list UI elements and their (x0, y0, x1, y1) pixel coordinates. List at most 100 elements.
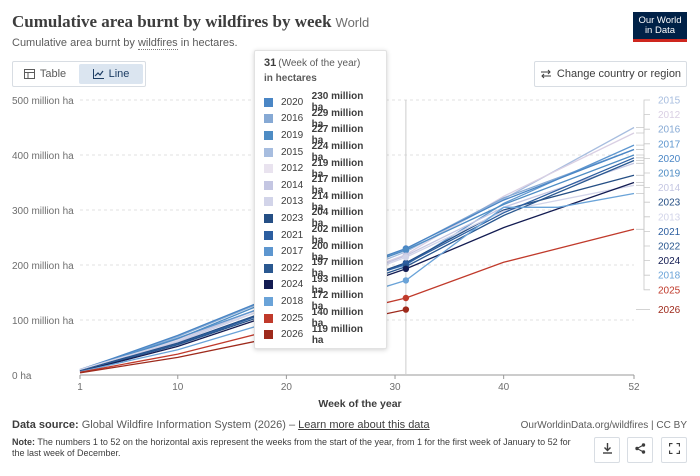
tooltip-row: 2019 227 million ha (264, 124, 377, 147)
tooltip-rows: 2020 230 million ha 2016 229 million ha 2019… (264, 91, 377, 346)
legend-connector (636, 193, 650, 276)
tab-table-label: Table (39, 68, 67, 80)
change-country-button[interactable]: Change country or region (534, 61, 687, 87)
tooltip-row: 2026 119 million ha (264, 323, 377, 346)
tooltip-swatch (264, 330, 273, 340)
tooltip-row: 2024 193 million ha (264, 273, 377, 296)
table-icon (23, 69, 35, 79)
tooltip-value: 224 million ha (311, 141, 364, 164)
tooltip-value: 140 million ha (311, 307, 364, 330)
fullscreen-button[interactable] (661, 437, 687, 463)
tooltip-row: 2016 229 million ha (264, 107, 377, 130)
tooltip-value: 202 million ha (311, 224, 364, 247)
x-tick-label: 10 (172, 382, 184, 393)
tooltip-unit: in hectares (264, 73, 317, 84)
tooltip-year: 2021 (281, 229, 304, 241)
tooltip-year: 2018 (281, 295, 304, 307)
learn-more-link[interactable]: Learn more about this data (298, 419, 430, 431)
share-button[interactable] (627, 437, 653, 463)
chart-note: Note: The numbers 1 to 52 on the horizon… (12, 437, 572, 459)
legend-label-2019: 2019 (658, 169, 681, 180)
tooltip-year: 2019 (281, 129, 304, 141)
share-icon (634, 441, 646, 459)
legend-label-2023: 2023 (658, 198, 681, 209)
tab-line-label: Line (108, 68, 130, 80)
tooltip-row: 2018 172 million ha (264, 290, 377, 312)
legend-connector (636, 149, 650, 159)
note-text: The numbers 1 to 52 on the horizontal ax… (12, 437, 571, 458)
legend-connector (636, 184, 650, 218)
legend-label-2018: 2018 (658, 271, 681, 282)
tooltip-value: 197 million ha (311, 257, 364, 280)
tooltip-value: 214 million ha (311, 190, 364, 213)
legend-label-2022: 2022 (658, 242, 681, 253)
tooltip-year: 2023 (281, 212, 304, 224)
tooltip-year: 2015 (281, 146, 304, 158)
tooltip-week: 31 (264, 57, 277, 69)
tooltip-swatch (264, 230, 273, 240)
tooltip-year: 2017 (281, 246, 304, 258)
hover-tooltip: 31 (Week of the year) in hectares 2020 230… (254, 50, 387, 349)
tab-table[interactable]: Table (13, 62, 77, 86)
tooltip-value: 200 million ha (311, 240, 364, 263)
tooltip-swatch (264, 263, 273, 273)
legend-connector (636, 228, 650, 291)
hover-point-2025 (402, 294, 410, 302)
y-tick-label: 100 million ha (12, 316, 74, 327)
tooltip-swatch (264, 313, 273, 323)
tooltip-year: 2014 (281, 179, 304, 191)
tooltip-week-label: (Week of the year) (278, 58, 361, 69)
tooltip-year: 2012 (281, 163, 304, 175)
subtitle-suffix: in hectares. (177, 37, 238, 49)
tab-line[interactable]: Line (79, 64, 143, 84)
legend-connector (636, 128, 650, 150)
tooltip-swatch (264, 164, 273, 174)
legend-label-2024: 2024 (658, 256, 681, 267)
tooltip-value: 119 million ha (311, 323, 363, 346)
hover-point-2024 (402, 265, 410, 273)
x-tick-label: 30 (389, 382, 401, 393)
y-tick-label: 200 million ha (12, 261, 74, 272)
tooltip-year: 2026 (281, 329, 304, 341)
tooltip-swatch (264, 114, 273, 124)
legend-label-2026: 2026 (658, 305, 681, 316)
tooltip-value: 227 million ha (311, 124, 364, 147)
legend-label-2016: 2016 (658, 125, 681, 136)
tooltip-year: 2020 (281, 96, 304, 108)
source-label: Data source: (12, 419, 79, 431)
data-source: Data source: Global Wildfire Information… (12, 419, 430, 431)
tooltip-swatch (264, 213, 273, 223)
y-tick-label: 500 million ha (12, 96, 74, 107)
legend-label-2020: 2020 (658, 154, 681, 165)
logo-line-1: Our World (638, 15, 682, 26)
legend-label-2021: 2021 (658, 227, 681, 238)
owid-url[interactable]: OurWorldinData.org/wildfires | CC BY (520, 420, 687, 431)
line-chart-icon (92, 69, 104, 79)
legend-label-2014: 2014 (658, 183, 681, 194)
y-tick-label: 300 million ha (12, 206, 74, 217)
owid-logo[interactable]: Our World in Data (633, 12, 687, 42)
tooltip-swatch (264, 97, 273, 107)
wildfires-definition-link[interactable]: wildfires (137, 37, 178, 50)
tooltip-swatch (264, 180, 273, 190)
legend-connector (636, 174, 650, 203)
chart-title: Cumulative area burnt by wildfires by we… (12, 12, 369, 32)
tooltip-swatch (264, 280, 273, 290)
x-axis-label: Week of the year (318, 398, 401, 410)
y-tick-label: 0 ha (12, 371, 32, 382)
download-icon (602, 441, 613, 459)
tooltip-row: 2020 230 million ha (264, 91, 377, 113)
tooltip-value: 217 million ha (311, 174, 364, 197)
tooltip-row: 2015 224 million ha (264, 141, 377, 164)
tooltip-value: 193 million ha (311, 273, 364, 296)
tooltip-value: 229 million ha (311, 107, 364, 130)
legend-label-2015: 2015 (658, 96, 681, 107)
tooltip-year: 2013 (281, 196, 304, 208)
tooltip-year: 2022 (281, 262, 304, 274)
tooltip-row: 2023 204 million ha (264, 207, 377, 229)
expand-icon (668, 441, 680, 459)
download-button[interactable] (594, 437, 620, 463)
legend-connector (636, 99, 650, 128)
tooltip-swatch (264, 197, 273, 207)
tooltip-row: 2012 219 million ha (264, 158, 377, 180)
